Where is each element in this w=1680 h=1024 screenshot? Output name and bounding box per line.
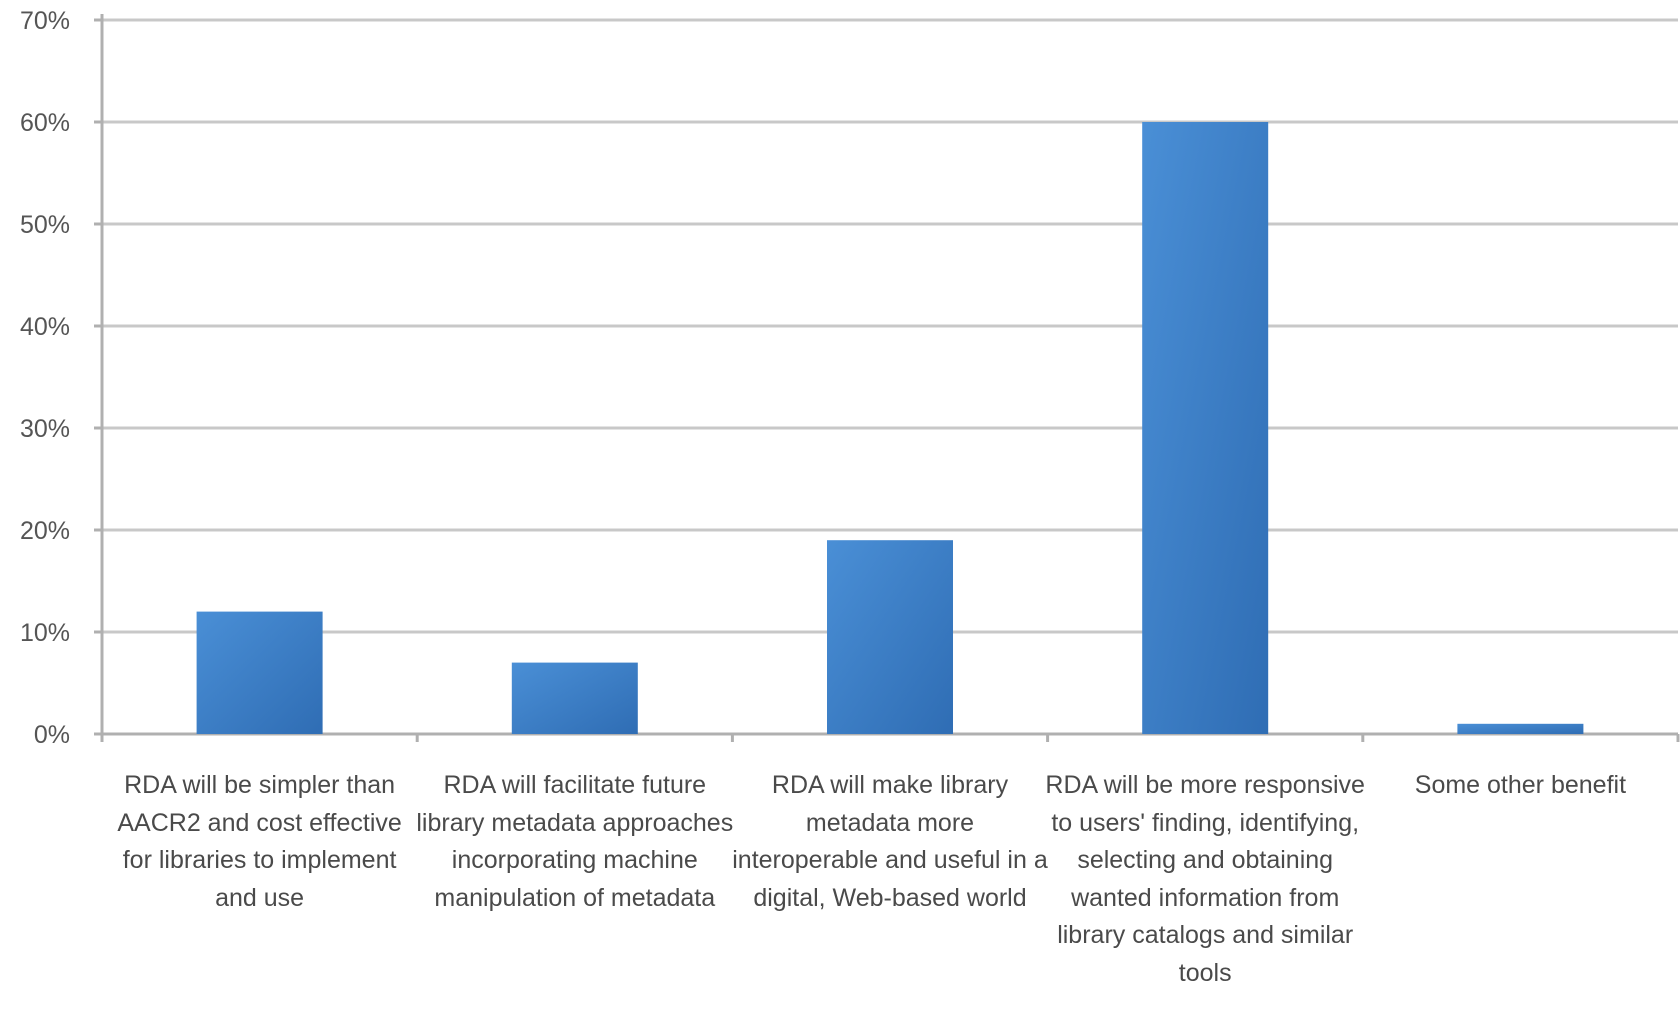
- bars: [196, 122, 1584, 734]
- y-axis-tick-labels: 0% 10% 20% 30% 40% 50% 60% 70%: [20, 7, 70, 749]
- y-tick-label: 0%: [34, 721, 70, 749]
- x-category-label-box: RDA will be more responsive to users' fi…: [1045, 767, 1365, 1019]
- y-tick-label: 70%: [20, 7, 70, 35]
- x-category-label: RDA will be simpler than AACR2 and cost …: [117, 771, 402, 912]
- y-tick-label: 10%: [20, 619, 70, 647]
- x-category-label: RDA will facilitate future library metad…: [416, 771, 734, 912]
- x-category-label-box: RDA will be simpler than AACR2 and cost …: [100, 767, 420, 1019]
- x-category-label: RDA will make library metadata more inte…: [732, 771, 1048, 912]
- bar: [511, 662, 638, 734]
- x-category-label-box: RDA will make library metadata more inte…: [730, 767, 1050, 1019]
- bar: [196, 611, 323, 734]
- x-category-label-box: RDA will facilitate future library metad…: [415, 767, 735, 1019]
- bar: [827, 540, 953, 734]
- x-category-label: RDA will be more responsive to users' fi…: [1045, 771, 1365, 987]
- gridlines: [102, 18, 1678, 634]
- bar: [1142, 122, 1269, 734]
- y-tick-label: 30%: [20, 415, 70, 443]
- x-category-label-box: Some other benefit: [1360, 767, 1680, 1019]
- y-tick-label: 20%: [20, 517, 70, 545]
- x-category-label: Some other benefit: [1414, 771, 1627, 799]
- y-tick-label: 60%: [20, 109, 70, 137]
- bar: [1457, 723, 1584, 734]
- y-tick-label: 50%: [20, 211, 70, 239]
- y-tick-label: 40%: [20, 313, 70, 341]
